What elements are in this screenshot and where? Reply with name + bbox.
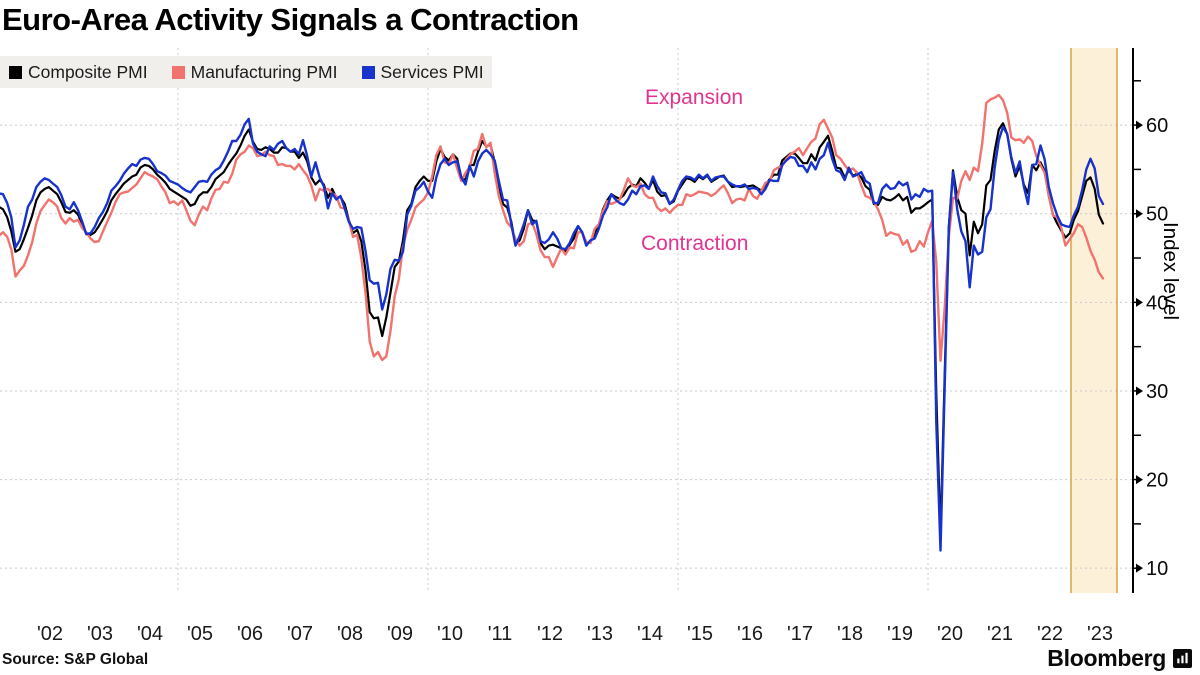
- y-tick-label-40: 40: [1146, 292, 1168, 314]
- y-tick-label-10: 10: [1146, 558, 1168, 580]
- x-year-label-16: '16: [737, 623, 763, 645]
- x-year-label-19: '19: [887, 623, 913, 645]
- y-tick-arrow-60: [1136, 120, 1143, 130]
- highlight-band: [1071, 48, 1117, 593]
- bloomberg-wordmark: Bloomberg: [1047, 645, 1166, 671]
- x-year-label-10: '10: [437, 623, 463, 645]
- y-tick-label-30: 30: [1146, 381, 1168, 403]
- contraction-annotation: Contraction: [641, 232, 749, 255]
- y-tick-label-20: 20: [1146, 470, 1168, 492]
- x-year-label-06: '06: [237, 623, 263, 645]
- legend: Composite PMI Manufacturing PMI Services…: [0, 56, 492, 88]
- legend-label-composite: Composite PMI: [28, 61, 148, 82]
- bloomberg-terminal-icon: [1173, 649, 1192, 668]
- x-year-label-18: '18: [837, 623, 863, 645]
- x-year-label-22: '22: [1037, 623, 1063, 645]
- y-axis-title: Index level: [1159, 222, 1182, 321]
- x-year-label-04: '04: [137, 623, 163, 645]
- legend-label-manufacturing: Manufacturing PMI: [190, 61, 338, 82]
- chart-title: Euro-Area Activity Signals a Contraction: [2, 2, 579, 37]
- y-tick-arrow-20: [1136, 475, 1143, 485]
- legend-swatch-composite: [9, 65, 22, 79]
- legend-item-manufacturing: Manufacturing PMI: [171, 61, 338, 83]
- expansion-annotation: Expansion: [645, 86, 744, 109]
- legend-swatch-manufacturing: [171, 65, 185, 79]
- y-tick-label-50: 50: [1146, 204, 1168, 226]
- legend-item-composite: Composite PMI: [9, 62, 148, 83]
- x-year-label-14: '14: [637, 623, 663, 645]
- x-year-label-09: '09: [387, 623, 413, 645]
- x-year-label-12: '12: [537, 623, 563, 645]
- legend-item-services: Services PMI: [361, 61, 484, 83]
- legend-label-services: Services PMI: [380, 61, 484, 82]
- series-line-services-pmi: [0, 117, 1105, 552]
- legend-swatch-services: [361, 65, 375, 79]
- x-year-label-23: '23: [1087, 623, 1113, 645]
- x-year-label-03: '03: [87, 623, 113, 645]
- x-year-label-02: '02: [37, 623, 63, 645]
- x-year-label-05: '05: [187, 623, 213, 645]
- x-year-label-07: '07: [287, 623, 313, 645]
- series-line-manufacturing-pmi: [0, 93, 1105, 362]
- x-year-label-21: '21: [987, 623, 1013, 645]
- x-year-label-20: '20: [937, 623, 963, 645]
- y-tick-arrow-30: [1136, 386, 1143, 396]
- x-year-label-11: '11: [488, 623, 513, 645]
- series-line-composite-pmi: [0, 122, 1105, 538]
- y-tick-arrow-40: [1136, 297, 1143, 307]
- y-tick-arrow-10: [1136, 563, 1143, 573]
- y-tick-arrow-50: [1136, 209, 1143, 219]
- source-note: Source: S&P Global: [2, 651, 149, 668]
- y-tick-label-60: 60: [1146, 115, 1168, 137]
- bloomberg-brand: Bloomberg: [1047, 645, 1192, 672]
- x-year-label-17: '17: [787, 623, 813, 645]
- x-year-label-08: '08: [337, 623, 363, 645]
- x-year-label-13: '13: [587, 623, 613, 645]
- x-year-label-15: '15: [687, 623, 713, 645]
